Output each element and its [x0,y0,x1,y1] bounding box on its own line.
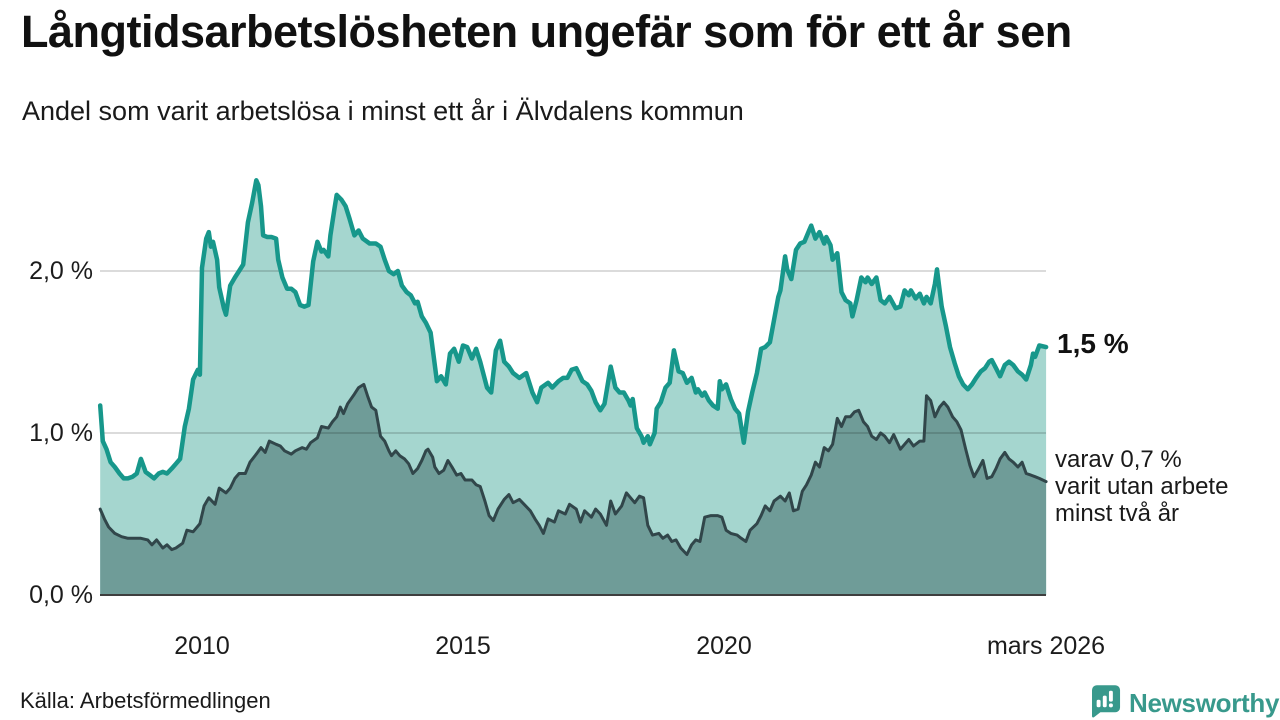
line-two-year [98,382,1048,556]
gridlines [100,270,1046,434]
line-one-year [97,178,1049,481]
x-axis-tick-label: 2020 [696,632,752,660]
page-title: Långtidsarbetslösheten ungefär som för e… [21,6,1072,57]
area-fill-two-year [100,384,1047,595]
subseries-annotation: varav 0,7 % varit utan arbete minst två … [1055,446,1228,527]
page-subtitle: Andel som varit arbetslösa i minst ett å… [22,96,744,126]
x-axis-tick-label: 2015 [435,632,491,660]
latest-value-label: 1,5 % [1057,328,1129,359]
y-axis-tick-label: 1,0 % [29,419,93,447]
bar-chart-speech-bubble-icon [1086,683,1122,720]
source-caption: Källa: Arbetsförmedlingen [20,688,271,713]
subseries-annotation-line: varav 0,7 % [1055,446,1182,473]
subseries-annotation-line: minst två år [1055,500,1180,527]
y-axis-tick-label: 0,0 % [29,581,93,609]
x-axis-tick-label: 2010 [174,632,230,660]
subseries-annotation-line: varit utan arbete [1055,473,1229,500]
y-axis-tick-label: 2,0 % [29,257,93,285]
x-axis-tick-label: mars 2026 [986,632,1106,660]
newsworthy-logo: Newsworthy [1086,683,1279,720]
logo-wordmark: Newsworthy [1129,688,1280,718]
